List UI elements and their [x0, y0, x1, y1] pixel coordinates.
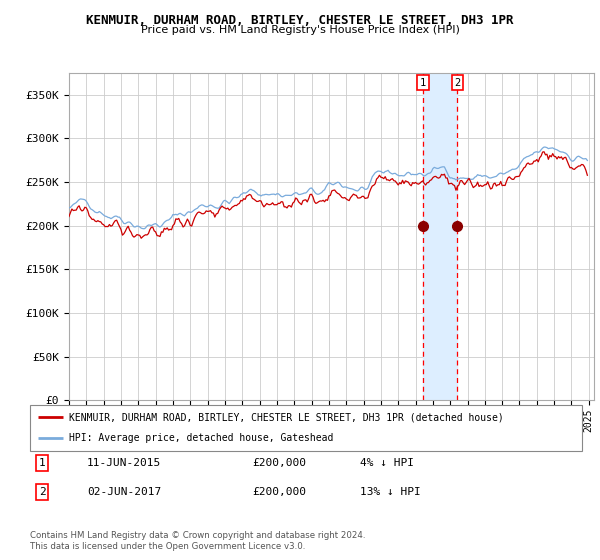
Text: Price paid vs. HM Land Registry's House Price Index (HPI): Price paid vs. HM Land Registry's House …: [140, 25, 460, 35]
Text: Contains HM Land Registry data © Crown copyright and database right 2024.: Contains HM Land Registry data © Crown c…: [30, 531, 365, 540]
Text: HPI: Average price, detached house, Gateshead: HPI: Average price, detached house, Gate…: [68, 433, 333, 444]
Text: 2: 2: [454, 78, 461, 88]
FancyBboxPatch shape: [30, 405, 582, 451]
Text: KENMUIR, DURHAM ROAD, BIRTLEY, CHESTER LE STREET, DH3 1PR: KENMUIR, DURHAM ROAD, BIRTLEY, CHESTER L…: [86, 14, 514, 27]
Text: KENMUIR, DURHAM ROAD, BIRTLEY, CHESTER LE STREET, DH3 1PR (detached house): KENMUIR, DURHAM ROAD, BIRTLEY, CHESTER L…: [68, 412, 503, 422]
Text: £200,000: £200,000: [252, 458, 306, 468]
Text: 13% ↓ HPI: 13% ↓ HPI: [360, 487, 421, 497]
Text: 11-JUN-2015: 11-JUN-2015: [87, 458, 161, 468]
Text: 1: 1: [38, 458, 46, 468]
Bar: [423, 73, 457, 400]
Text: 1: 1: [420, 78, 426, 88]
Text: 02-JUN-2017: 02-JUN-2017: [87, 487, 161, 497]
Text: 4% ↓ HPI: 4% ↓ HPI: [360, 458, 414, 468]
Text: £200,000: £200,000: [252, 487, 306, 497]
Text: 2: 2: [38, 487, 46, 497]
Text: This data is licensed under the Open Government Licence v3.0.: This data is licensed under the Open Gov…: [30, 542, 305, 551]
